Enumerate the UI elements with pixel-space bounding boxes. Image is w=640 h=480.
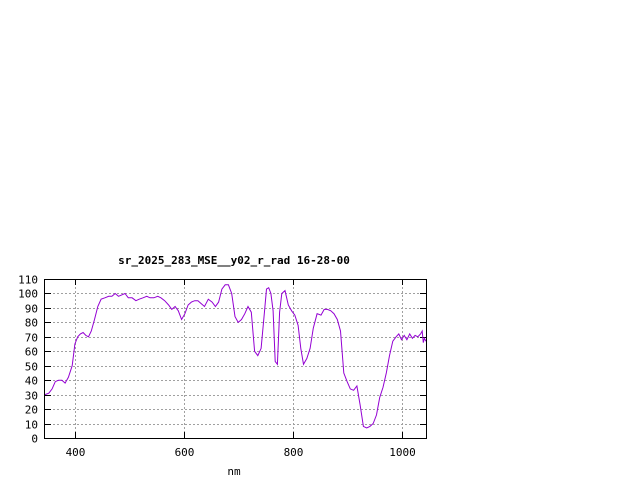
y-tick-label: 40: [25, 375, 38, 388]
y-tick-label: 50: [25, 361, 38, 374]
y-tick-label: 100: [18, 288, 38, 301]
x-axis-label: nm: [227, 465, 241, 478]
x-tick-label: 400: [66, 446, 86, 459]
y-tick-label: 10: [25, 419, 38, 432]
y-tick-label: 60: [25, 346, 38, 359]
x-tick-label: 600: [175, 446, 195, 459]
grid-lines: [45, 279, 426, 438]
y-tick-label: 110: [18, 274, 38, 287]
y-tick-label: 70: [25, 332, 38, 345]
y-tick-label: 30: [25, 390, 38, 403]
plot-frame: [44, 279, 427, 439]
y-tick-label: 80: [25, 317, 38, 330]
y-tick-label: 20: [25, 404, 38, 417]
x-tick-label: 800: [284, 446, 304, 459]
y-tick-label: 0: [31, 433, 38, 446]
series-line: [44, 284, 427, 429]
chart-title: sr_2025_283_MSE__y02_r_rad 16-28-00: [118, 254, 350, 267]
y-tick-label: 90: [25, 303, 38, 316]
series-layer: [44, 284, 427, 429]
x-tick-label: 1000: [389, 446, 416, 459]
